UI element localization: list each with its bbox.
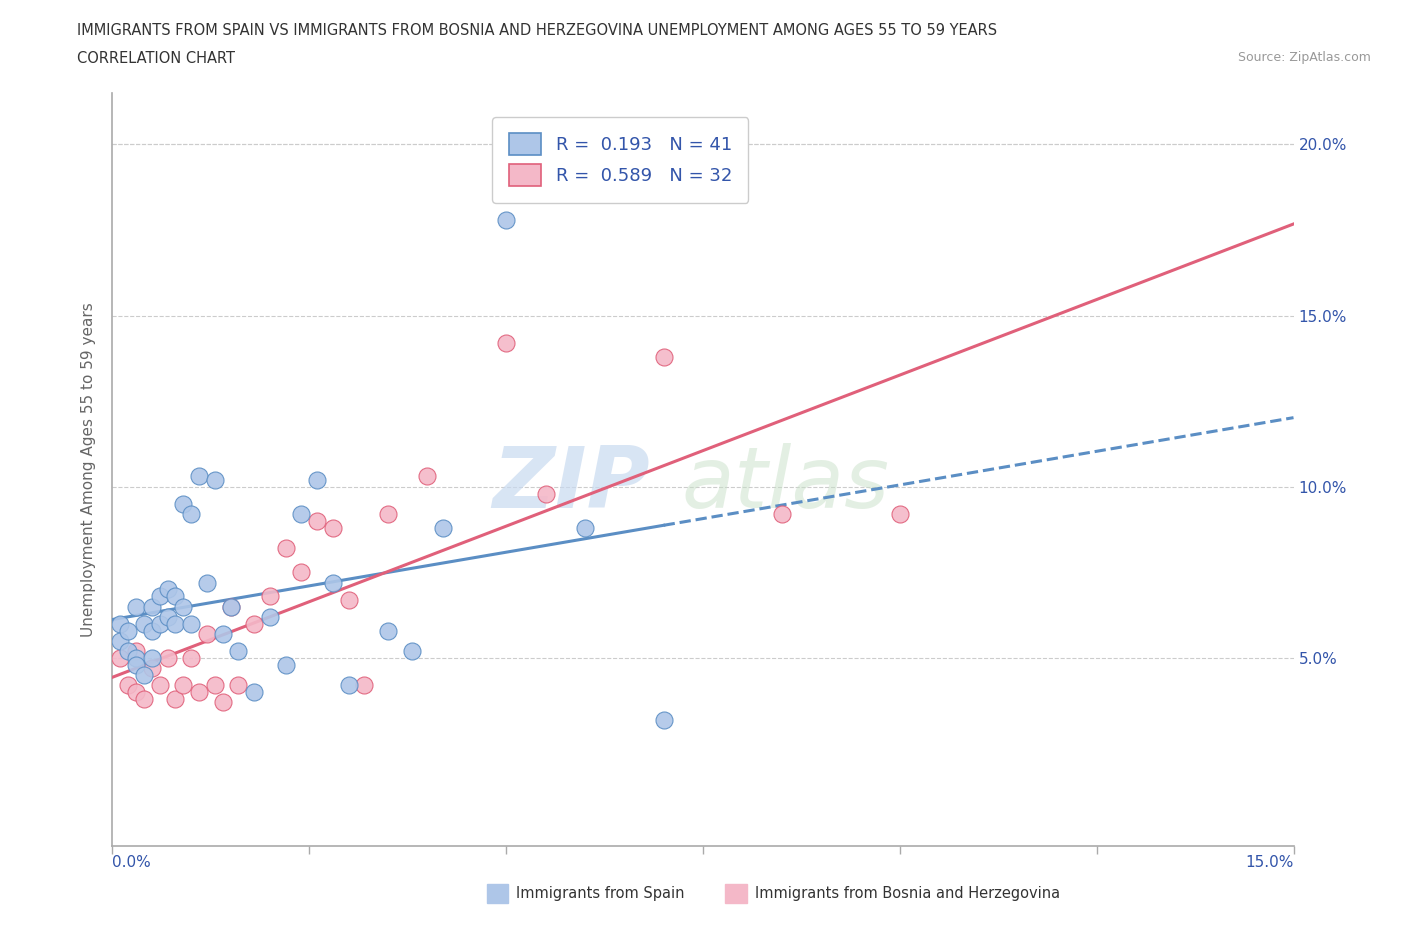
Point bbox=[195, 575, 218, 591]
Text: 15.0%: 15.0% bbox=[1246, 856, 1294, 870]
Y-axis label: Unemployment Among Ages 55 to 59 years: Unemployment Among Ages 55 to 59 years bbox=[80, 302, 96, 637]
Point bbox=[495, 212, 517, 227]
Point bbox=[337, 678, 360, 693]
Point bbox=[156, 582, 179, 597]
Point bbox=[204, 678, 226, 693]
Point bbox=[204, 472, 226, 487]
Point bbox=[110, 651, 132, 666]
Text: ZIP: ZIP bbox=[492, 444, 650, 526]
Point bbox=[141, 599, 163, 614]
Point bbox=[110, 617, 132, 631]
Point bbox=[219, 599, 242, 614]
Point bbox=[172, 599, 194, 614]
Point bbox=[195, 627, 218, 642]
Point bbox=[652, 712, 675, 727]
Point bbox=[188, 684, 211, 699]
Point bbox=[889, 507, 911, 522]
Point bbox=[141, 623, 163, 638]
Point bbox=[243, 617, 266, 631]
Point bbox=[141, 651, 163, 666]
Point bbox=[353, 678, 375, 693]
Bar bbox=[725, 884, 747, 903]
Point bbox=[211, 627, 233, 642]
Point bbox=[307, 513, 329, 528]
Point bbox=[172, 497, 194, 512]
Point bbox=[534, 486, 557, 501]
Point bbox=[165, 692, 187, 707]
Point bbox=[156, 609, 179, 624]
Point bbox=[228, 644, 250, 658]
Point bbox=[322, 521, 344, 536]
Point bbox=[117, 678, 139, 693]
Point bbox=[125, 651, 148, 666]
Point bbox=[125, 684, 148, 699]
Point bbox=[165, 617, 187, 631]
Text: IMMIGRANTS FROM SPAIN VS IMMIGRANTS FROM BOSNIA AND HERZEGOVINA UNEMPLOYMENT AMO: IMMIGRANTS FROM SPAIN VS IMMIGRANTS FROM… bbox=[77, 23, 997, 38]
Text: Immigrants from Bosnia and Herzegovina: Immigrants from Bosnia and Herzegovina bbox=[755, 885, 1060, 900]
Point bbox=[211, 695, 233, 710]
Point bbox=[180, 617, 202, 631]
Point bbox=[141, 661, 163, 676]
Point bbox=[322, 575, 344, 591]
Point bbox=[165, 589, 187, 604]
Point bbox=[259, 589, 281, 604]
Point bbox=[125, 644, 148, 658]
Point bbox=[132, 668, 155, 683]
Point bbox=[228, 678, 250, 693]
Point bbox=[377, 623, 399, 638]
Point bbox=[149, 617, 172, 631]
Point bbox=[243, 684, 266, 699]
Point bbox=[290, 565, 312, 579]
Point bbox=[125, 599, 148, 614]
Point bbox=[219, 599, 242, 614]
Point bbox=[180, 651, 202, 666]
Text: Immigrants from Spain: Immigrants from Spain bbox=[516, 885, 685, 900]
Point bbox=[652, 349, 675, 364]
Point bbox=[149, 678, 172, 693]
Text: 0.0%: 0.0% bbox=[112, 856, 152, 870]
Point bbox=[274, 658, 297, 672]
Text: atlas: atlas bbox=[682, 444, 890, 526]
Point bbox=[117, 644, 139, 658]
Point bbox=[132, 692, 155, 707]
Point bbox=[401, 644, 423, 658]
Point bbox=[259, 609, 281, 624]
Text: CORRELATION CHART: CORRELATION CHART bbox=[77, 51, 235, 66]
Point bbox=[307, 472, 329, 487]
Point bbox=[574, 521, 596, 536]
Point bbox=[125, 658, 148, 672]
Point bbox=[180, 507, 202, 522]
Point bbox=[110, 633, 132, 648]
Point bbox=[117, 623, 139, 638]
Point bbox=[337, 592, 360, 607]
Point bbox=[416, 469, 439, 484]
Point bbox=[495, 336, 517, 351]
Point bbox=[132, 617, 155, 631]
Point bbox=[188, 469, 211, 484]
Point bbox=[432, 521, 454, 536]
Point bbox=[290, 507, 312, 522]
Bar bbox=[486, 884, 508, 903]
Legend: R =  0.193   N = 41, R =  0.589   N = 32: R = 0.193 N = 41, R = 0.589 N = 32 bbox=[492, 117, 748, 203]
Text: Source: ZipAtlas.com: Source: ZipAtlas.com bbox=[1237, 51, 1371, 64]
Point bbox=[274, 541, 297, 556]
Point bbox=[172, 678, 194, 693]
Point bbox=[149, 589, 172, 604]
Point bbox=[156, 651, 179, 666]
Point bbox=[377, 507, 399, 522]
Point bbox=[770, 507, 793, 522]
